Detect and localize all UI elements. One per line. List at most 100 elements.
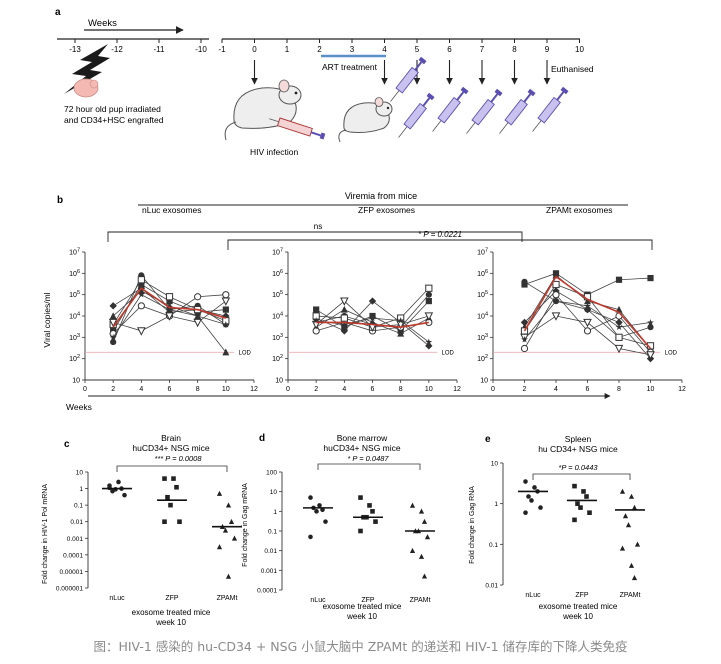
syringe-plunger: [456, 91, 465, 101]
significance-bracket: [317, 463, 421, 470]
spleen-dot-plot: 10 1 0.1 0.01 nLuc ZFP ZPAMt: [485, 461, 645, 599]
data-point: [425, 284, 433, 292]
y-tick-label: 1: [273, 509, 277, 516]
x-tick-label: 6: [371, 386, 375, 393]
dot-point: [216, 490, 223, 496]
zpamt-group-label: ZPAMt exosomes: [546, 205, 612, 215]
x-tick-label: 0: [83, 386, 87, 393]
data-point: [647, 274, 654, 282]
dot-point: [532, 485, 537, 490]
dot-point: [168, 502, 173, 508]
x-tick-label: 12: [678, 386, 686, 393]
syringe-needle: [532, 120, 542, 132]
data-point: [615, 318, 623, 327]
panel-c-bottom-1: exosome treated mice: [132, 608, 211, 617]
data-point: [137, 327, 146, 336]
viremia-plot-zfp: 10 102 103 104 105 106 107 0 2 4 6 8 10 12 LOD ★ ★ ★ ★ ★: [272, 248, 461, 394]
data-point: [222, 306, 229, 313]
dot-point: [421, 573, 428, 579]
data-point: [584, 297, 591, 305]
figure-caption: 图：HIV-1 感染的 hu-CD34 + NSG 小鼠大脑中 ZPAMt 的递…: [93, 639, 628, 654]
syringe-needle: [432, 120, 442, 132]
pre-tick-label: -11: [154, 45, 166, 54]
pre-tick-label: -10: [195, 45, 207, 54]
dot-point: [619, 488, 626, 494]
data-point: ★: [583, 301, 591, 311]
data-point: [165, 293, 174, 301]
mean-line: [316, 321, 429, 328]
ns-bracket: [107, 231, 523, 242]
y-tick-label: 0.00001: [60, 569, 84, 576]
data-point: ★: [397, 316, 405, 326]
exosome-syringe-icon: [390, 56, 427, 102]
x-tick-label: 4: [554, 386, 558, 393]
data-point: [615, 333, 623, 341]
data-point: [340, 297, 349, 306]
data-point: ★: [109, 332, 117, 342]
syringe-handle: [494, 88, 503, 97]
x-tick-label: 12: [453, 386, 461, 393]
syringe-barrel: [437, 96, 461, 124]
x-tick-label: 10: [647, 386, 655, 393]
x-tick-label: 2: [523, 386, 527, 393]
exosome-syringe-icon: [466, 88, 503, 134]
y-tick-label: 10: [76, 470, 84, 477]
exosome-syringes: [390, 56, 569, 138]
pup-text-line-1: 72 hour old pup irradiated: [64, 104, 161, 114]
dot-point: [222, 527, 229, 533]
main-tick-label: 4: [382, 45, 387, 54]
syringe-plunger: [422, 97, 431, 107]
syringe-needle: [398, 126, 408, 138]
dot-point: [523, 510, 528, 515]
dot-point: [619, 545, 626, 551]
y-tick-label: 0.1: [74, 503, 83, 510]
dot-point: [174, 484, 179, 490]
dot-point: [373, 519, 378, 524]
y-tick-label: 10: [480, 378, 488, 385]
category-label: nLuc: [310, 597, 326, 604]
panel-e-bottom-1: exosome treated mice: [539, 602, 618, 611]
pup-text-line-2: and CD34+HSC engrafted: [64, 115, 164, 125]
x-tick-label: 10: [222, 386, 230, 393]
dot-point: [575, 501, 580, 506]
data-point: [340, 327, 349, 335]
syringe-barrel: [537, 96, 561, 124]
nluc-group-label: nLuc exosomes: [142, 205, 202, 215]
syringe-plunger: [490, 93, 499, 103]
main-tick-label: 3: [350, 45, 355, 54]
data-point: [313, 306, 320, 313]
dot-point: [162, 476, 167, 481]
y-tick-label: 104: [477, 312, 488, 321]
data-point: [194, 293, 202, 301]
dot-point: [177, 519, 182, 525]
main-tick-label: 2: [317, 45, 322, 54]
dot-point: [116, 479, 121, 485]
y-tick-label: 102: [477, 354, 488, 363]
data-point: [166, 297, 173, 305]
data-point: [583, 305, 592, 314]
data-point: [520, 318, 529, 327]
dot-point: [529, 498, 534, 503]
syringe-handle: [527, 88, 536, 97]
data-point: [552, 271, 560, 279]
panel-d-bottom-2: week 10: [346, 612, 377, 621]
dot-point: [409, 547, 416, 553]
art-treatment-label: ART treatment: [322, 62, 378, 72]
exosome-syringe-icon: [398, 92, 435, 138]
data-point: [425, 291, 432, 298]
data-point: [369, 312, 376, 320]
data-point: [193, 318, 202, 328]
treated-mouse-icon: [338, 97, 393, 143]
category-label: ZPAMt: [410, 597, 431, 604]
irradiation-lightning-icon: [64, 44, 110, 94]
y-tick-label: 107: [69, 248, 80, 257]
dot-point: [572, 517, 577, 523]
panel-e-bottom-2: week 10: [562, 612, 593, 621]
weeks-label: Weeks: [88, 18, 117, 29]
x-tick-label: 0: [491, 386, 495, 393]
panel-d-y-title: Fold change in Gag mRNA: [242, 483, 249, 567]
infection-syringe-icon: [269, 117, 326, 140]
exosome-syringe-icon: [432, 86, 469, 132]
y-tick-label: 105: [272, 290, 283, 299]
